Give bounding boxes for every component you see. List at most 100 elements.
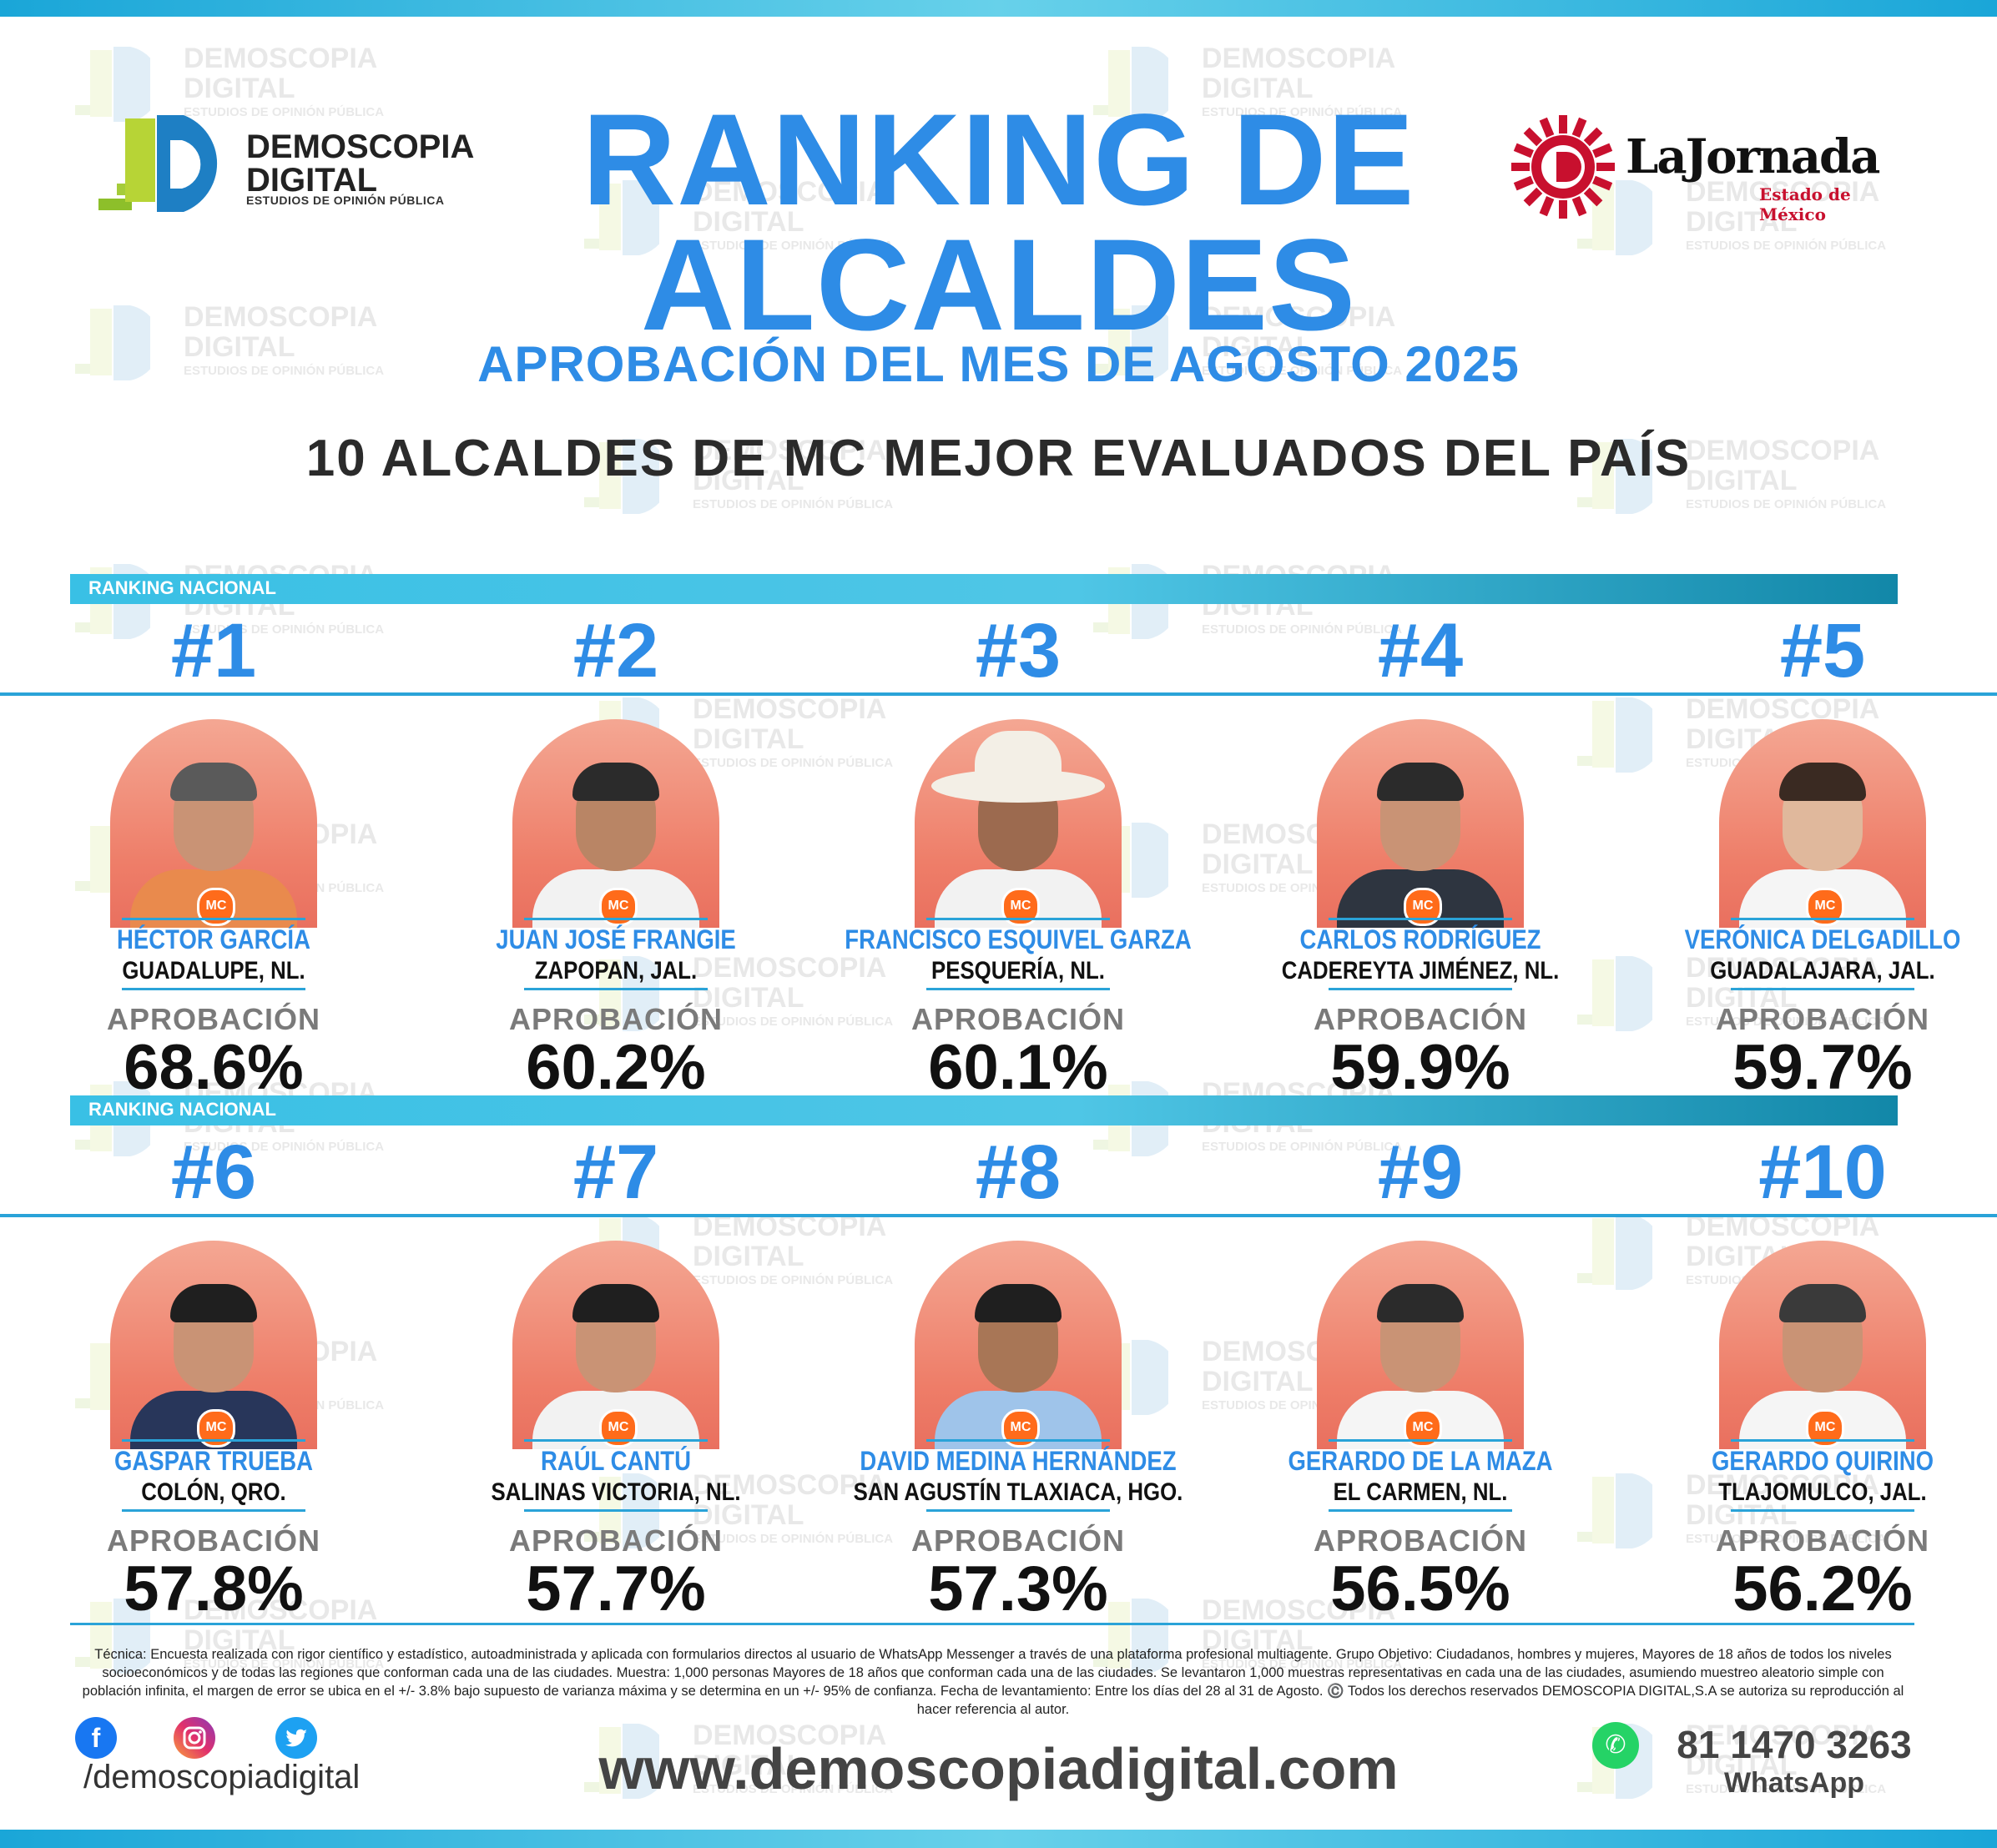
mc-party-icon: MC <box>599 1409 638 1448</box>
watermark-tagline: ESTUDIOS DE OPINIÓN PÚBLICA <box>1686 1015 1887 1029</box>
approval-label: APROBACIÓN <box>910 1002 1125 1036</box>
name-divider <box>926 918 1110 920</box>
whatsapp-icon[interactable]: ✆ <box>1592 1722 1639 1769</box>
mayor-name: GASPAR TRUEBA <box>113 1446 314 1476</box>
city-divider <box>524 1509 708 1512</box>
social-handle[interactable]: /demoscopiadigital <box>83 1759 361 1795</box>
rank-divider <box>357 692 858 696</box>
watermark-tagline: ESTUDIOS DE OPINIÓN PÚBLICA <box>693 1782 894 1796</box>
mayor-name: GERARDO QUIRINO <box>1711 1446 1934 1476</box>
whatsapp-phone[interactable]: 81 1470 3263 <box>1677 1723 1912 1766</box>
mayor-name: FRANCISCO ESQUIVEL GARZA <box>845 924 1192 954</box>
name-divider <box>122 918 305 920</box>
demoscopia-logo: DEMOSCOPIA DIGITAL ESTUDIOS DE OPINIÓN P… <box>92 107 476 215</box>
approval-label: APROBACIÓN <box>508 1002 723 1036</box>
bottom-accent-bar <box>0 1830 1997 1848</box>
ranking-bar-2: RANKING NACIONAL <box>70 1095 1898 1125</box>
main-title-line1: RANKING DE <box>582 88 1415 233</box>
approval-value: 59.9% <box>1330 1032 1510 1103</box>
twitter-icon[interactable] <box>275 1717 317 1759</box>
city-divider <box>1731 1509 1914 1512</box>
rank-number: #7 <box>572 1130 659 1215</box>
approval-value: 59.7% <box>1732 1032 1913 1103</box>
name-divider <box>524 918 708 920</box>
demoscopia-name: DEMOSCOPIA DIGITAL <box>246 128 475 199</box>
mc-party-icon: MC <box>197 888 235 926</box>
approval-value: 57.7% <box>526 1553 706 1624</box>
name-divider <box>926 1439 1110 1442</box>
rank-number: #6 <box>170 1130 257 1215</box>
mayor-photo: MC <box>915 1241 1122 1449</box>
website-link[interactable]: www.demoscopiadigital.com <box>598 1736 1399 1801</box>
rank-divider <box>1162 1214 1662 1217</box>
mayor-city: PESQUERÍA, NL. <box>931 957 1105 984</box>
mayor-photo: MC <box>1317 1241 1524 1449</box>
watermark-tagline: ESTUDIOS DE OPINIÓN PÚBLICA <box>1202 105 1403 119</box>
name-divider <box>1731 918 1914 920</box>
approval-label: APROBACIÓN <box>1313 1523 1527 1558</box>
la-jornada-edition: Estado de México <box>1759 184 1851 224</box>
name-divider <box>1731 1439 1914 1442</box>
approval-value: 56.2% <box>1732 1553 1913 1624</box>
ranking-bar-1: RANKING NACIONAL <box>70 574 1898 604</box>
mayor-name: VERÓNICA DELGADILLO <box>1684 924 1961 954</box>
rank-number: #5 <box>1779 608 1866 693</box>
approval-value: 57.8% <box>124 1553 304 1624</box>
city-divider <box>1329 988 1512 990</box>
city-divider <box>1731 988 1914 990</box>
mayor-card: #7 MC RAÚL CANTÚ SALINAS VICTORIA, NL. APROB… <box>357 1130 858 1631</box>
heading: 10 ALCALDES DE MC MEJOR EVALUADOS DEL PA… <box>305 430 1692 487</box>
mayor-name: RAÚL CANTÚ <box>541 1446 691 1476</box>
mc-party-icon: MC <box>1806 888 1844 926</box>
top-accent-bar <box>0 0 1997 17</box>
rank-number: #3 <box>975 608 1062 693</box>
rank-divider <box>1564 692 1997 696</box>
rank-number: #4 <box>1377 608 1464 693</box>
city-divider <box>524 988 708 990</box>
mayor-name: CARLOS RODRÍGUEZ <box>1299 924 1541 954</box>
mc-party-icon: MC <box>599 888 638 926</box>
mayor-photo: MC <box>512 1241 719 1449</box>
mayor-card: #10 MC GERARDO QUIRINO TLAJOMULCO, JAL. APRO… <box>1564 1130 1997 1631</box>
watermark-tagline: ESTUDIOS DE OPINIÓN PÚBLICA <box>693 1273 894 1287</box>
rank-number: #9 <box>1377 1130 1464 1215</box>
watermark-tagline: ESTUDIOS DE OPINIÓN PÚBLICA <box>1202 622 1403 637</box>
mayor-card: #1 MC HÉCTOR GARCÍA GUADALUPE, NL. APROBACIÓ… <box>0 609 456 1110</box>
approval-label: APROBACIÓN <box>106 1523 320 1558</box>
rank-divider <box>759 1214 1260 1217</box>
watermark-tagline: ESTUDIOS DE OPINIÓN PÚBLICA <box>184 105 385 119</box>
demoscopia-d-mark <box>98 115 218 212</box>
mayor-name: JUAN JOSÉ FRANGIE <box>496 924 736 954</box>
ranking-bar-label: RANKING NACIONAL <box>88 577 276 598</box>
approval-label: APROBACIÓN <box>910 1523 1125 1558</box>
approval-label: APROBACIÓN <box>1313 1002 1527 1036</box>
approval-value: 60.1% <box>928 1032 1108 1103</box>
rank-divider <box>759 692 1260 696</box>
footer-separator <box>70 1623 1914 1625</box>
mc-party-icon: MC <box>197 1409 235 1448</box>
watermark-tagline: ESTUDIOS DE OPINIÓN PÚBLICA <box>693 497 894 511</box>
la-jornada-sun-icon <box>1511 115 1615 219</box>
facebook-icon[interactable]: f <box>75 1717 117 1759</box>
mayor-card: #8 MC DAVID MEDINA HERNÁNDEZ SAN AGUSTÍN TL… <box>759 1130 1260 1631</box>
instagram-icon[interactable] <box>174 1717 215 1759</box>
